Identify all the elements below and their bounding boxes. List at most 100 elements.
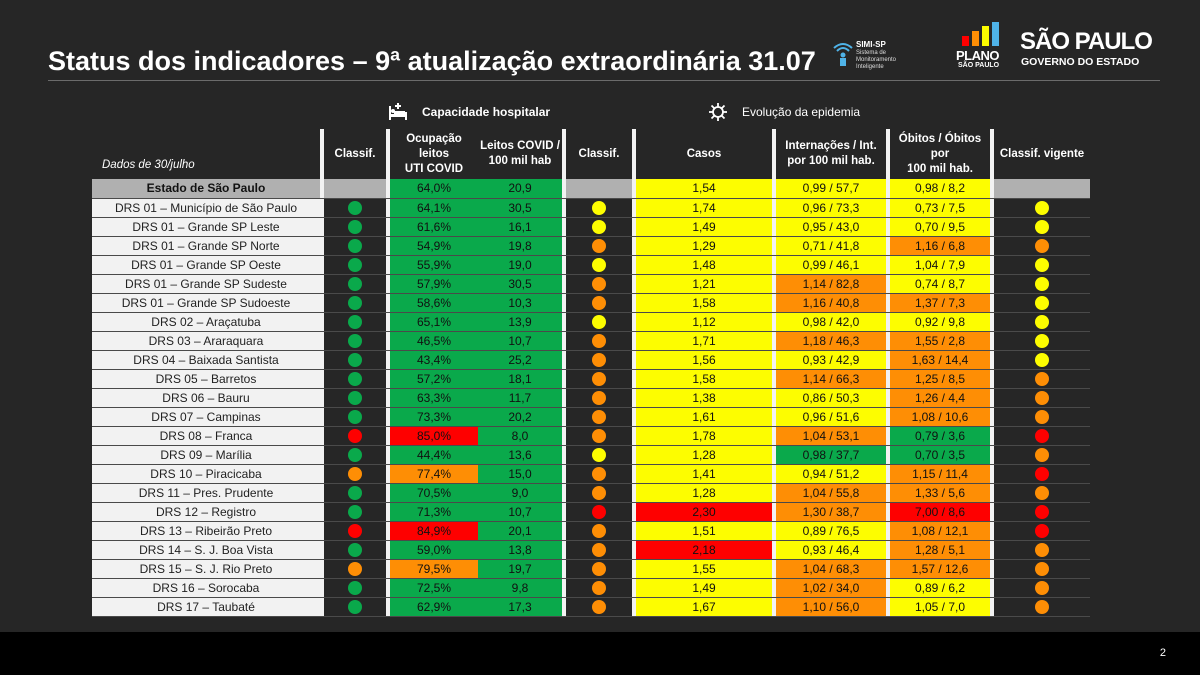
classif-vigente xyxy=(994,274,1090,294)
leitos-value: 19,7 xyxy=(478,559,562,579)
casos-value: 1,28 xyxy=(636,483,772,503)
column-separator xyxy=(772,540,776,560)
column-separator xyxy=(386,540,390,560)
table-row: DRS 14 – S. J. Boa Vista 59,0% 13,8 2,18 0,9… xyxy=(92,540,1090,560)
classif-evolucao xyxy=(566,578,632,598)
section-capacidade-label: Capacidade hospitalar xyxy=(422,105,551,119)
column-separator xyxy=(886,597,890,617)
column-separator xyxy=(320,331,324,351)
table-row: DRS 09 – Marília 44,4% 13,6 1,28 0,98 / 37,7… xyxy=(92,445,1090,465)
status-dot-icon xyxy=(1035,390,1049,405)
status-dot-icon xyxy=(1035,466,1049,481)
column-separator xyxy=(990,578,994,598)
classif-capacidade xyxy=(324,388,386,408)
region-name: DRS 09 – Marília xyxy=(92,445,320,465)
column-separator xyxy=(990,312,994,332)
status-dot-icon xyxy=(592,333,606,348)
classif-capacidade xyxy=(324,483,386,503)
table-row: DRS 11 – Pres. Prudente 70,5% 9,0 1,28 1,04 … xyxy=(92,483,1090,503)
classif-capacidade xyxy=(324,502,386,522)
obitos-value: 0,79 / 3,6 xyxy=(890,426,990,446)
column-separator xyxy=(632,274,636,294)
column-separator xyxy=(772,388,776,408)
classif-capacidade xyxy=(324,198,386,218)
status-dot-icon xyxy=(348,333,362,348)
internacoes-value: 1,10 / 56,0 xyxy=(776,597,886,617)
column-separator xyxy=(562,274,566,294)
classif-vigente xyxy=(994,445,1090,465)
column-separator xyxy=(320,578,324,598)
column-separator xyxy=(886,331,890,351)
column-separator xyxy=(562,198,566,218)
casos-value: 1,29 xyxy=(636,236,772,256)
region-name: DRS 02 – Araçatuba xyxy=(92,312,320,332)
column-separator xyxy=(990,255,994,275)
status-dot-icon xyxy=(348,580,362,595)
obitos-value: 1,25 / 8,5 xyxy=(890,369,990,389)
internacoes-value: 0,99 / 46,1 xyxy=(776,255,886,275)
header-obitos: Óbitos / Óbitos por 100 mil hab. xyxy=(890,129,990,179)
status-dot-icon xyxy=(1035,257,1049,272)
ocupacao-value: 62,9% xyxy=(390,597,478,617)
casos-value: 1,55 xyxy=(636,559,772,579)
ocupacao-value: 58,6% xyxy=(390,293,478,313)
classif-vigente xyxy=(994,312,1090,332)
header-internacoes: Internações / Int. por 100 mil hab. xyxy=(776,129,886,179)
column-separator xyxy=(772,502,776,522)
ocupacao-value: 79,5% xyxy=(390,559,478,579)
column-separator xyxy=(562,312,566,332)
status-dot-icon xyxy=(1035,504,1049,519)
table-row: DRS 01 – Grande SP Oeste 55,9% 19,0 1,48 0,9… xyxy=(92,255,1090,275)
status-dot-icon xyxy=(592,466,606,481)
region-name: DRS 12 – Registro xyxy=(92,502,320,522)
region-name: DRS 11 – Pres. Prudente xyxy=(92,483,320,503)
column-separator xyxy=(886,274,890,294)
region-name: DRS 15 – S. J. Rio Preto xyxy=(92,559,320,579)
column-separator xyxy=(886,236,890,256)
status-dot-icon xyxy=(348,219,362,234)
ocupacao-value: 43,4% xyxy=(390,350,478,370)
obitos-value: 1,16 / 6,8 xyxy=(890,236,990,256)
region-name: DRS 14 – S. J. Boa Vista xyxy=(92,540,320,560)
column-separator xyxy=(772,217,776,237)
region-name: Estado de São Paulo xyxy=(92,179,320,199)
classif-vigente xyxy=(994,464,1090,484)
table-row: DRS 01 – Grande SP Sudeste 57,9% 30,5 1,21 1… xyxy=(92,274,1090,294)
column-separator xyxy=(990,331,994,351)
column-separator xyxy=(386,559,390,579)
leitos-value: 10,7 xyxy=(478,331,562,351)
classif-vigente xyxy=(994,350,1090,370)
obitos-value: 0,73 / 7,5 xyxy=(890,198,990,218)
column-separator xyxy=(562,369,566,389)
ocupacao-value: 64,0% xyxy=(390,179,478,199)
leitos-value: 16,1 xyxy=(478,217,562,237)
classif-vigente xyxy=(994,179,1090,199)
column-separator xyxy=(772,293,776,313)
classif-evolucao xyxy=(566,293,632,313)
casos-value: 1,61 xyxy=(636,407,772,427)
status-dot-icon xyxy=(1035,238,1049,253)
sp-title: SÃO PAULO xyxy=(1020,28,1153,55)
status-dot-icon xyxy=(1035,447,1049,462)
obitos-value: 1,55 / 2,8 xyxy=(890,331,990,351)
leitos-value: 13,6 xyxy=(478,445,562,465)
column-separator xyxy=(320,312,324,332)
internacoes-value: 0,94 / 51,2 xyxy=(776,464,886,484)
leitos-value: 20,2 xyxy=(478,407,562,427)
column-separator xyxy=(320,388,324,408)
classif-evolucao xyxy=(566,236,632,256)
column-separator xyxy=(772,312,776,332)
column-separator xyxy=(990,293,994,313)
internacoes-value: 1,16 / 40,8 xyxy=(776,293,886,313)
column-separator xyxy=(632,540,636,560)
ocupacao-value: 54,9% xyxy=(390,236,478,256)
internacoes-value: 1,14 / 82,8 xyxy=(776,274,886,294)
table-row: DRS 01 – Grande SP Leste 61,6% 16,1 1,49 0,9… xyxy=(92,217,1090,237)
column-separator xyxy=(632,521,636,541)
state-row: Estado de São Paulo 64,0% 20,9 1,54 0,99 / 5… xyxy=(92,179,1090,199)
classif-evolucao xyxy=(566,521,632,541)
region-name: DRS 05 – Barretos xyxy=(92,369,320,389)
ocupacao-value: 57,9% xyxy=(390,274,478,294)
status-dot-icon xyxy=(592,295,606,310)
leitos-value: 9,0 xyxy=(478,483,562,503)
